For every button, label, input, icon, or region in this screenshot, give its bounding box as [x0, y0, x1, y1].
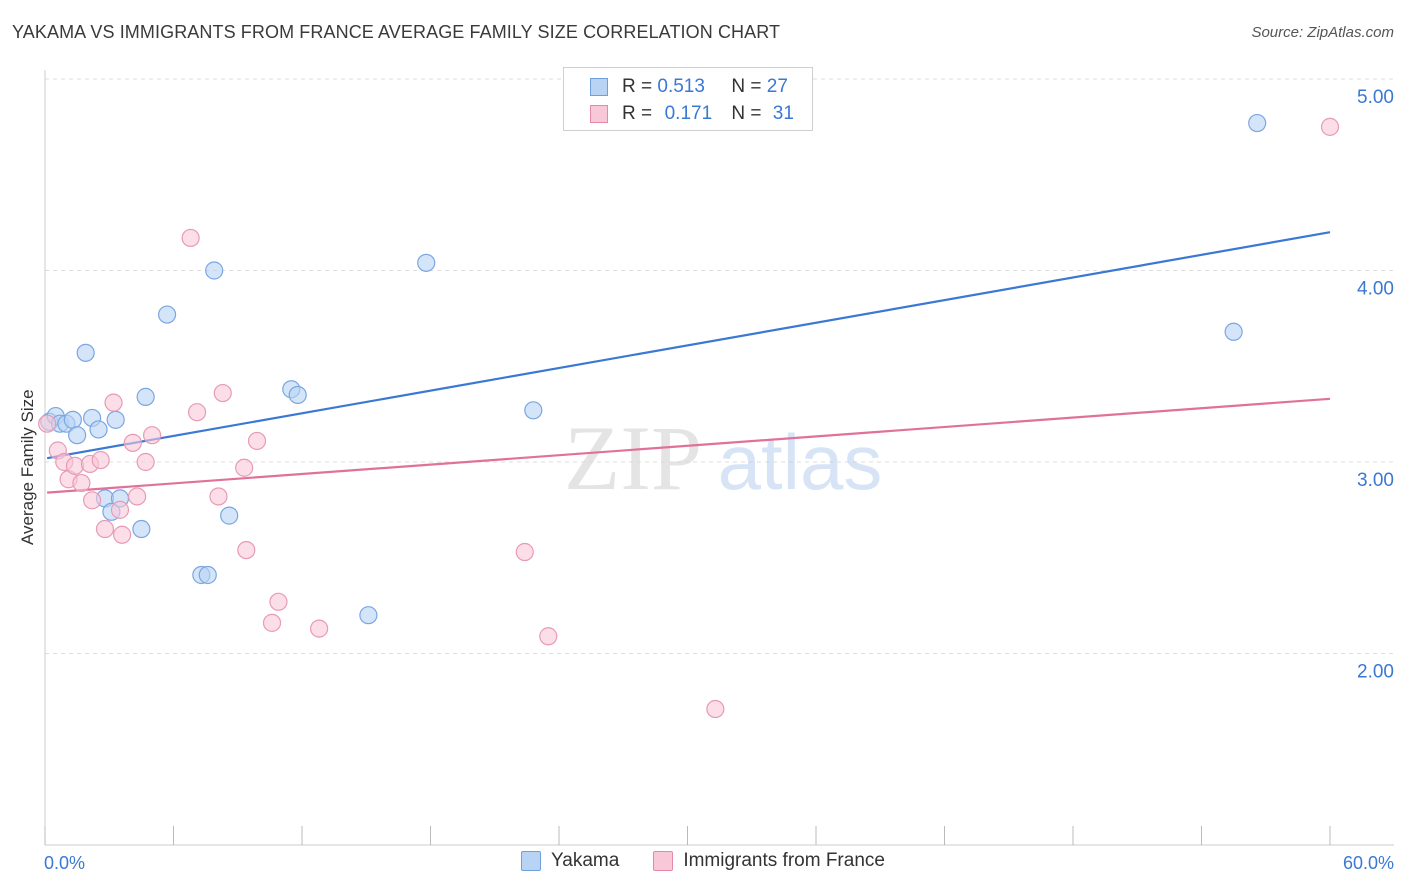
- legend-label-france: Immigrants from France: [683, 850, 885, 871]
- point-yakama-4: [63, 410, 82, 429]
- legend-swatch-france: [653, 851, 674, 871]
- legend-r-value: 0.513: [657, 76, 705, 97]
- watermark-zip: ZIP: [564, 407, 702, 509]
- point-yakama-5: [68, 426, 87, 445]
- legend-n-value: 31: [772, 103, 794, 124]
- y-tick-label-3: 5.00: [1357, 87, 1394, 108]
- trend-lines: [46, 231, 1331, 494]
- source-label: Source: ZipAtlas.com: [1251, 24, 1394, 41]
- point-yakama-14: [136, 387, 155, 406]
- legend-row-france: R = 0.171 N = 31: [590, 102, 794, 126]
- legend-row-yakama: R = 0.513 N = 27: [590, 75, 788, 99]
- point-france-15: [136, 452, 155, 472]
- point-yakama-19: [220, 506, 239, 525]
- legend-swatch-yakama: [521, 851, 542, 871]
- point-france-29: [706, 699, 725, 719]
- point-france-25: [269, 592, 288, 611]
- point-yakama-15: [157, 305, 177, 324]
- legend-r-label: R =: [622, 76, 653, 97]
- point-france-13: [123, 433, 142, 452]
- point-yakama-21: [288, 385, 307, 405]
- watermark-atlas: atlas: [718, 418, 883, 506]
- trend-line-france: [47, 397, 1331, 494]
- point-yakama-22: [359, 606, 378, 625]
- point-france-17: [181, 228, 200, 248]
- grid-lines: [45, 78, 1394, 654]
- point-yakama-13: [132, 519, 151, 539]
- point-france-16: [142, 426, 162, 445]
- point-france-23: [247, 431, 267, 451]
- point-yakama-11: [106, 410, 125, 429]
- point-france-22: [237, 540, 256, 560]
- point-france-14: [127, 487, 147, 506]
- point-yakama-17: [198, 565, 217, 585]
- point-france-8: [91, 450, 110, 470]
- point-france-24: [262, 613, 282, 632]
- x-tick-label-max: 60.0%: [1343, 853, 1394, 873]
- point-france-20: [213, 383, 232, 403]
- point-france-30: [1320, 117, 1340, 136]
- point-yakama-23: [417, 253, 436, 272]
- legend-n-label: N =: [731, 76, 762, 97]
- point-france-19: [209, 487, 228, 506]
- point-yakama-25: [1224, 322, 1243, 341]
- data-points: [38, 113, 1340, 719]
- point-france-4: [65, 456, 85, 475]
- point-france-18: [187, 403, 207, 422]
- point-yakama-8: [89, 420, 108, 439]
- point-france-11: [110, 500, 130, 519]
- correlation-legend: R = 0.513 N = 27 R = 0.171 N = 31: [563, 67, 813, 131]
- tick-labels: 2.00 3.00 4.00 5.00 0.0% 60.0%: [44, 87, 1394, 873]
- point-yakama-6: [76, 343, 95, 362]
- point-france-21: [235, 458, 254, 477]
- watermark: ZIP atlas: [564, 407, 882, 509]
- series-legend: Yakama Immigrants from France: [0, 850, 1406, 872]
- point-france-10: [104, 393, 123, 412]
- point-france-26: [310, 619, 329, 638]
- y-axis-label: Average Family Size: [18, 389, 37, 545]
- y-tick-label-0: 2.00: [1357, 662, 1394, 683]
- legend-n-value: 27: [766, 76, 788, 97]
- point-yakama-24: [524, 401, 543, 420]
- point-yakama-18: [205, 261, 224, 280]
- chart-title: YAKAMA VS IMMIGRANTS FROM FRANCE AVERAGE…: [12, 22, 781, 42]
- point-france-12: [112, 525, 132, 544]
- trend-line-yakama: [46, 231, 1331, 460]
- point-france-5: [72, 473, 91, 493]
- point-france-28: [539, 627, 558, 646]
- point-france-27: [515, 542, 534, 562]
- legend-r-value: 0.171: [664, 103, 713, 124]
- point-france-0: [38, 414, 57, 433]
- x-tick-label-min: 0.0%: [44, 853, 85, 873]
- legend-item-france: Immigrants from France: [653, 850, 885, 872]
- y-tick-label-1: 3.00: [1357, 470, 1394, 491]
- point-france-9: [95, 519, 115, 539]
- legend-item-yakama: Yakama: [521, 850, 619, 872]
- axes: [44, 70, 1394, 846]
- legend-swatch-france: [590, 105, 608, 123]
- legend-n-label: N =: [731, 103, 762, 124]
- legend-swatch-yakama: [590, 78, 608, 96]
- legend-r-label: R =: [622, 103, 653, 124]
- legend-label-yakama: Yakama: [551, 850, 620, 871]
- y-tick-label-2: 4.00: [1357, 279, 1394, 300]
- point-yakama-26: [1248, 113, 1267, 133]
- point-france-7: [83, 491, 102, 510]
